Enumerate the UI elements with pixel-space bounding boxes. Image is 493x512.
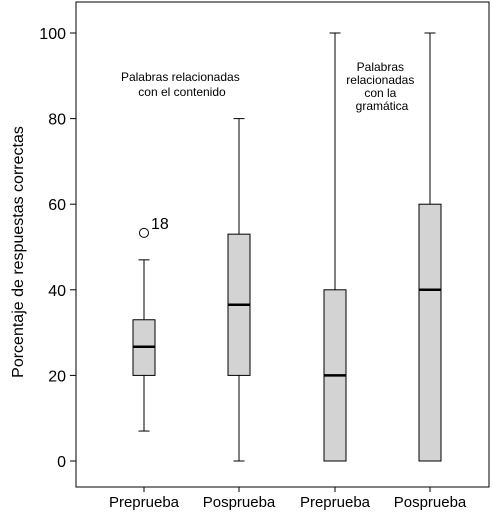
- box-4: [418, 32, 442, 462]
- category-labels: Preprueba Posprueba Preprueba Posprueba: [109, 487, 467, 511]
- y-tick-label: 20: [48, 368, 66, 385]
- iqr-box: [418, 203, 442, 462]
- annotation-grammar-words: Palabras relacionadas con la gramática: [346, 60, 417, 113]
- category-label: Posprueba: [203, 494, 276, 511]
- y-tick-label: 80: [48, 112, 66, 129]
- outlier-point: [139, 227, 149, 238]
- y-tick-label: 0: [57, 454, 66, 471]
- category-label: Posprueba: [394, 494, 467, 511]
- box-2: [227, 118, 251, 462]
- box-3: [323, 32, 347, 462]
- y-axis-ticks: 0 20 40 60 80 100: [39, 26, 76, 471]
- y-tick-label: 60: [48, 197, 66, 214]
- category-label: Preprueba: [109, 494, 180, 511]
- outlier-label: 18: [151, 216, 169, 233]
- category-label: Preprueba: [300, 494, 371, 511]
- box-1: 18: [132, 216, 169, 432]
- y-tick-label: 40: [48, 283, 66, 300]
- boxes: 18: [132, 32, 442, 462]
- plot-frame: [75, 1, 490, 488]
- y-axis-label: Porcentaje de respuestas correctas: [10, 126, 27, 378]
- y-tick-label: 100: [39, 26, 66, 43]
- annotation-content-words: Palabras relacionadas con el contenido: [121, 70, 243, 99]
